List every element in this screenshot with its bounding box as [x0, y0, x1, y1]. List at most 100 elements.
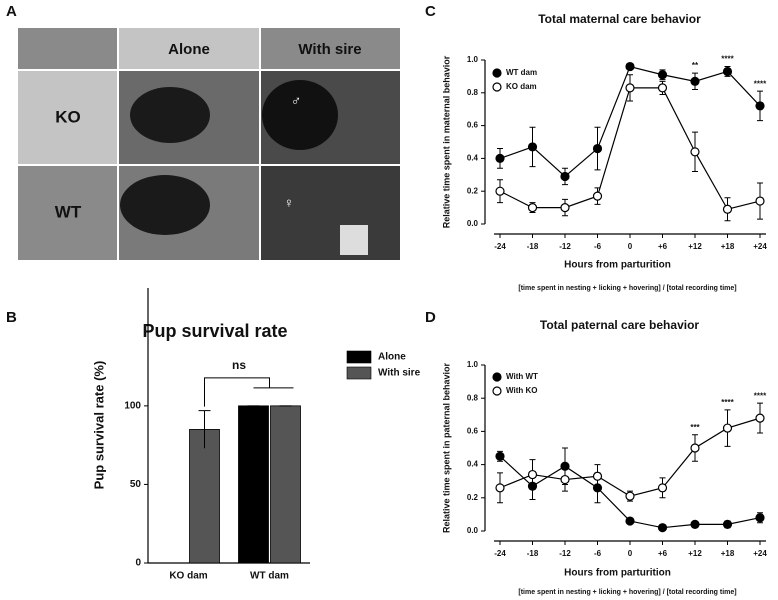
sex-symbol: ♂	[291, 93, 302, 109]
y-tick-label: 0.4	[467, 460, 479, 469]
legend-label: KO dam	[506, 82, 537, 91]
significance-label: **	[692, 61, 699, 70]
panel-letter: A	[6, 3, 17, 20]
header-cell	[118, 28, 260, 70]
data-point	[690, 519, 700, 529]
data-point	[527, 142, 538, 152]
photo-subject	[130, 87, 210, 143]
chart-title: Total paternal care behavior	[540, 318, 699, 332]
legend-label: With sire	[378, 368, 421, 379]
legend-label: With WT	[506, 372, 538, 381]
x-tick-label: KO dam	[169, 571, 207, 582]
significance-label: ****	[754, 79, 767, 88]
y-tick-label: 0.2	[467, 493, 479, 502]
header-cell	[260, 28, 400, 70]
x-tick-label: -12	[559, 242, 571, 251]
legend-label: WT dam	[506, 68, 537, 77]
data-point	[690, 147, 700, 157]
y-tick-label: 0.8	[467, 88, 479, 97]
x-tick-label: +12	[688, 242, 702, 251]
significance-label: ns	[232, 358, 246, 372]
bar	[189, 429, 220, 564]
photo-subject	[120, 175, 210, 235]
data-point	[755, 413, 765, 423]
data-point	[657, 83, 668, 93]
y-tick-label: 0	[135, 558, 141, 569]
bar	[270, 405, 301, 564]
data-point	[625, 516, 635, 526]
photo-subject	[262, 80, 338, 150]
x-axis-label: Hours from parturition	[564, 568, 671, 579]
panel-letter: C	[425, 3, 436, 20]
x-tick-label: -24	[494, 549, 506, 558]
footnote: [time spent in nesting + licking + hover…	[518, 285, 736, 292]
sex-symbol: ♀	[284, 195, 295, 211]
significance-label: ****	[754, 391, 767, 400]
data-point	[690, 76, 700, 86]
x-tick-label: 0	[628, 549, 633, 558]
x-tick-label: +12	[688, 549, 702, 558]
x-tick-label: +6	[658, 242, 668, 251]
y-tick-label: 0.2	[467, 186, 479, 195]
data-point	[657, 483, 668, 493]
x-axis-label: Hours from parturition	[564, 260, 671, 271]
footnote: [time spent in nesting + licking + hover…	[518, 589, 736, 596]
y-tick-label: 0.0	[467, 526, 479, 535]
legend-swatch	[346, 366, 372, 380]
y-tick-label: 0.4	[467, 154, 479, 163]
error-bar	[198, 410, 211, 449]
legend-label: Alone	[378, 352, 406, 363]
x-tick-label: -12	[559, 549, 571, 558]
header-cell	[18, 165, 118, 260]
data-point	[592, 471, 603, 481]
column-header: Alone	[168, 41, 210, 58]
row-header: KO	[55, 107, 81, 126]
data-point	[592, 143, 603, 154]
x-tick-label: -6	[594, 242, 602, 251]
y-tick-label: 50	[130, 479, 142, 490]
x-tick-label: -6	[594, 549, 602, 558]
data-point	[527, 469, 538, 480]
x-tick-label: +6	[658, 549, 668, 558]
column-header: With sire	[298, 41, 361, 58]
series-line	[499, 87, 761, 210]
panel-letter: B	[6, 309, 17, 326]
chart-title: Pup survival rate	[142, 321, 287, 341]
data-point	[495, 186, 505, 196]
data-point	[722, 204, 733, 214]
bar	[238, 405, 269, 564]
data-point	[560, 203, 570, 213]
significance-bracket	[204, 377, 294, 407]
x-tick-label: WT dam	[250, 571, 289, 582]
data-point	[625, 61, 635, 72]
x-tick-label: 0	[628, 242, 633, 251]
data-point	[625, 83, 635, 93]
y-tick-label: 0.0	[467, 219, 479, 228]
x-tick-label: +18	[721, 549, 735, 558]
x-tick-label: +18	[721, 242, 735, 251]
data-point	[755, 101, 765, 111]
significance-label: ***	[690, 423, 700, 432]
series-line	[499, 417, 761, 497]
y-tick-label: 1.0	[467, 55, 479, 64]
legend-marker	[492, 386, 502, 396]
y-tick-label: 0.6	[467, 427, 479, 436]
data-point	[657, 523, 668, 533]
y-axis-label: Relative time spent in paternal behavior	[441, 362, 451, 533]
significance-label: ****	[721, 55, 734, 64]
data-point	[592, 191, 603, 201]
data-point	[495, 483, 505, 493]
x-tick-label: -18	[527, 549, 539, 558]
data-point	[527, 203, 538, 213]
photo-grid: Alone With sire KO WT ♂ ♀	[18, 28, 400, 260]
data-point	[690, 443, 700, 453]
y-tick-label: 0.8	[467, 393, 479, 402]
legend-marker	[492, 372, 502, 382]
y-tick-label: 1.0	[467, 360, 479, 369]
photo	[260, 165, 400, 260]
data-point	[495, 451, 505, 461]
data-point	[722, 66, 733, 77]
y-tick-label: 0.6	[467, 121, 479, 130]
legend-marker	[492, 82, 502, 92]
